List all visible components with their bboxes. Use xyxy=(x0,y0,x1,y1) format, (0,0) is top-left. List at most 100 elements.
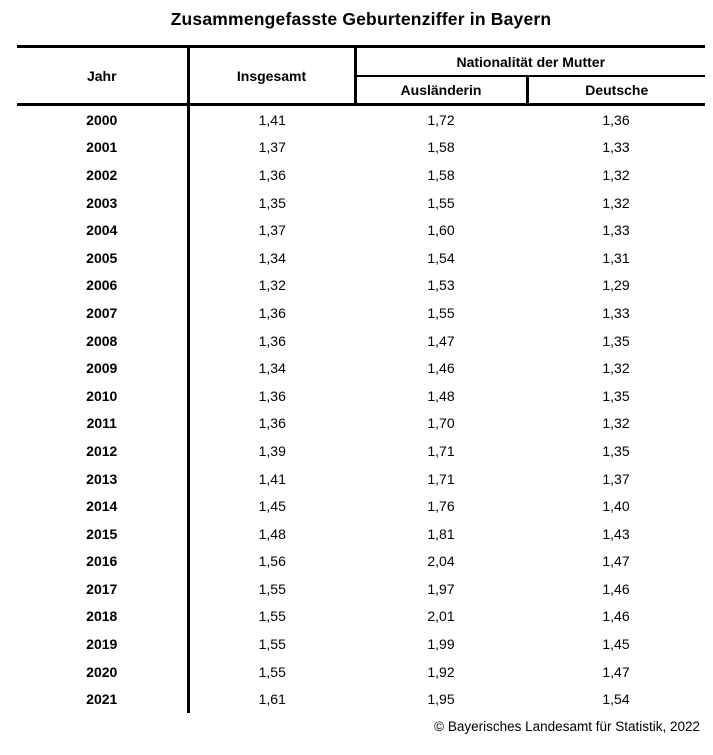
year-cell: 2005 xyxy=(17,243,190,272)
cell-auslaenderin: 1,47 xyxy=(427,332,455,349)
table-row: 2013 1,41 1,71 1,37 xyxy=(17,464,705,493)
cell-deutsche: 1,35 xyxy=(602,332,630,349)
cell-auslaenderin: 1,55 xyxy=(427,194,455,211)
year-cell: 2017 xyxy=(17,575,190,603)
table-row: 2012 1,39 1,71 1,35 xyxy=(17,437,705,465)
cell-auslaenderin: 1,71 xyxy=(427,442,455,459)
year-cell: 2001 xyxy=(17,133,190,162)
cell-insgesamt: 1,61 xyxy=(258,691,286,708)
cell-insgesamt: 1,39 xyxy=(258,442,286,459)
table-row: 2008 1,36 1,47 1,35 xyxy=(17,326,705,355)
page-title: Zusammengefasste Geburtenziffer in Bayer… xyxy=(170,9,552,29)
year-cell: 2018 xyxy=(17,602,190,631)
table-row: 2009 1,34 1,46 1,32 xyxy=(17,354,705,382)
table-row: 2014 1,45 1,76 1,40 xyxy=(17,492,705,520)
cell-auslaenderin: 1,95 xyxy=(427,691,455,708)
year-cell: 2010 xyxy=(17,381,190,410)
cell-insgesamt: 1,55 xyxy=(258,636,286,653)
cell-deutsche: 1,47 xyxy=(602,663,630,680)
cell-deutsche: 1,35 xyxy=(602,442,630,459)
cell-insgesamt: 1,41 xyxy=(258,111,286,128)
year-cell: 2019 xyxy=(17,630,190,658)
cell-auslaenderin: 1,71 xyxy=(427,470,455,487)
cell-auslaenderin: 1,48 xyxy=(427,387,455,404)
cell-insgesamt: 1,35 xyxy=(258,194,286,211)
cell-deutsche: 1,32 xyxy=(602,415,630,432)
year-cell: 2016 xyxy=(17,547,190,576)
cell-auslaenderin: 1,54 xyxy=(427,249,455,266)
table-row: 2002 1,36 1,58 1,32 xyxy=(17,161,705,189)
copyright-note: © Bayerisches Landesamt für Statistik, 2… xyxy=(434,719,700,734)
cell-deutsche: 1,37 xyxy=(602,470,630,487)
year-cell: 2004 xyxy=(17,216,190,244)
fertility-rate-table: Jahr Insgesamt Nationalität der Mutter A… xyxy=(17,45,706,714)
cell-insgesamt: 1,36 xyxy=(258,166,286,183)
cell-auslaenderin: 1,92 xyxy=(427,663,455,680)
table-row: 2011 1,36 1,70 1,32 xyxy=(17,409,705,438)
cell-insgesamt: 1,36 xyxy=(258,415,286,432)
year-cell: 2020 xyxy=(17,657,190,686)
table-row: 2004 1,37 1,60 1,33 xyxy=(17,216,705,244)
year-cell: 2000 xyxy=(17,104,190,134)
cell-auslaenderin: 2,04 xyxy=(427,553,455,570)
table-row: 2000 1,41 1,72 1,36 xyxy=(17,104,705,134)
cell-auslaenderin: 1,76 xyxy=(427,498,455,515)
cell-deutsche: 1,32 xyxy=(602,194,630,211)
cell-deutsche: 1,43 xyxy=(602,525,630,542)
cell-deutsche: 1,31 xyxy=(602,249,630,266)
cell-auslaenderin: 1,58 xyxy=(427,166,455,183)
cell-auslaenderin: 1,70 xyxy=(427,415,455,432)
cell-insgesamt: 1,32 xyxy=(258,277,286,294)
table-row: 2018 1,55 2,01 1,46 xyxy=(17,602,705,631)
cell-insgesamt: 1,55 xyxy=(258,580,286,597)
table-row: 2021 1,61 1,95 1,54 xyxy=(17,685,705,714)
cell-deutsche: 1,33 xyxy=(602,222,630,239)
cell-insgesamt: 1,36 xyxy=(258,332,286,349)
cell-auslaenderin: 1,99 xyxy=(427,636,455,653)
column-header-insgesamt: Insgesamt xyxy=(188,46,357,105)
cell-insgesamt: 1,34 xyxy=(258,360,286,377)
column-header-auslaenderin: Ausländerin xyxy=(355,76,529,105)
table-row: 2020 1,55 1,92 1,47 xyxy=(17,657,705,686)
table-row: 2010 1,36 1,48 1,35 xyxy=(17,381,705,410)
cell-insgesamt: 1,34 xyxy=(258,249,286,266)
cell-insgesamt: 1,56 xyxy=(258,553,286,570)
table-row: 2005 1,34 1,54 1,31 xyxy=(17,243,705,272)
cell-insgesamt: 1,37 xyxy=(258,139,286,156)
cell-auslaenderin: 1,97 xyxy=(427,580,455,597)
year-cell: 2002 xyxy=(17,161,190,189)
cell-insgesamt: 1,37 xyxy=(258,222,286,239)
cell-deutsche: 1,46 xyxy=(602,608,630,625)
column-header-jahr: Jahr xyxy=(17,46,190,105)
cell-deutsche: 1,29 xyxy=(602,277,630,294)
year-cell: 2011 xyxy=(17,409,190,438)
year-cell: 2021 xyxy=(17,685,190,714)
cell-deutsche: 1,47 xyxy=(602,553,630,570)
table-row: 2019 1,55 1,99 1,45 xyxy=(17,630,705,658)
cell-insgesamt: 1,55 xyxy=(258,608,286,625)
cell-auslaenderin: 1,53 xyxy=(427,277,455,294)
column-group-nationalitaet: Nationalität der Mutter xyxy=(355,46,706,77)
cell-deutsche: 1,32 xyxy=(602,360,630,377)
table-row: 2015 1,48 1,81 1,43 xyxy=(17,519,705,548)
year-cell: 2009 xyxy=(17,354,190,382)
cell-insgesamt: 1,48 xyxy=(258,525,286,542)
table-row: 2006 1,32 1,53 1,29 xyxy=(17,271,705,300)
cell-auslaenderin: 1,58 xyxy=(427,139,455,156)
column-header-deutsche: Deutsche xyxy=(585,82,649,98)
cell-auslaenderin: 1,81 xyxy=(427,525,455,542)
cell-insgesamt: 1,41 xyxy=(258,470,286,487)
year-cell: 2015 xyxy=(17,519,190,548)
year-cell: 2013 xyxy=(17,464,190,493)
cell-deutsche: 1,33 xyxy=(602,304,630,321)
cell-auslaenderin: 2,01 xyxy=(427,608,455,625)
cell-auslaenderin: 1,72 xyxy=(427,111,455,128)
table-row: 2001 1,37 1,58 1,33 xyxy=(17,133,705,162)
cell-insgesamt: 1,55 xyxy=(258,663,286,680)
table-row: 2016 1,56 2,04 1,47 xyxy=(17,547,705,576)
year-cell: 2012 xyxy=(17,437,190,465)
table-header: Jahr Insgesamt Nationalität der Mutter A… xyxy=(17,46,706,105)
year-cell: 2007 xyxy=(17,299,190,327)
cell-deutsche: 1,35 xyxy=(602,387,630,404)
